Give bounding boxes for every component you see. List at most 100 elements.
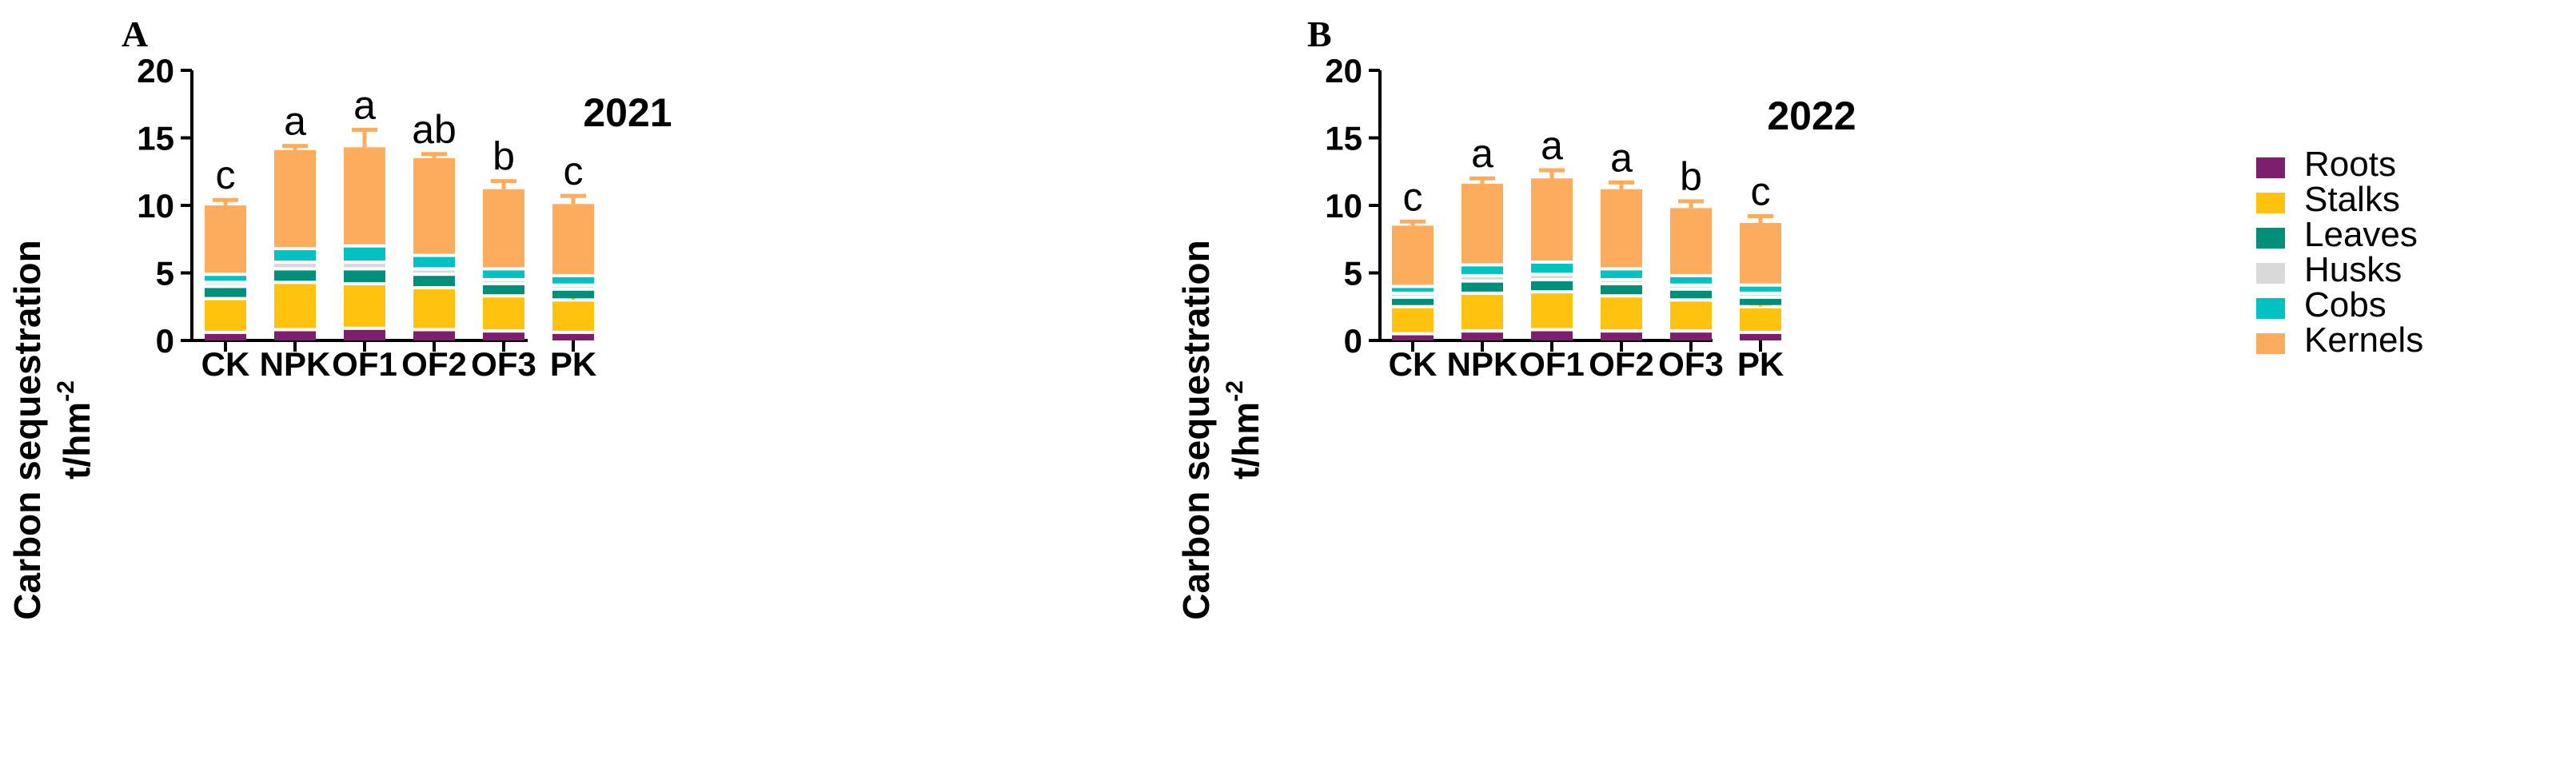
category-label: OF3: [1658, 345, 1724, 383]
bar-segment-husks: [1601, 281, 1642, 283]
legend-label-cobs: Cobs: [2304, 285, 2387, 324]
panel-label-a: A: [122, 14, 148, 54]
bar-segment-husks: [1392, 294, 1434, 296]
bar-segment-cobs: [205, 276, 246, 281]
category-label: PK: [550, 345, 596, 383]
bar-segment-husks: [413, 270, 455, 273]
bar-segment-stalks: [1392, 308, 1434, 332]
bar-segment-leaves: [413, 276, 455, 287]
bar-segment-leaves: [1740, 298, 1781, 305]
bar-segment-kernels: [205, 205, 246, 273]
bar-segment-husks: [483, 281, 524, 283]
bar-segment-roots: [413, 331, 455, 340]
category-label: NPK: [260, 345, 331, 383]
bar-segment-husks: [205, 284, 246, 285]
y-axis-label-b: Carbon sequestration: [1175, 240, 1217, 619]
bar-segment-leaves: [1601, 285, 1642, 295]
bar-segment-roots: [1670, 332, 1712, 340]
bar-segment-roots: [483, 332, 524, 340]
bar-segment-kernels: [413, 157, 455, 254]
bar-segment-husks: [1461, 277, 1503, 280]
category-label: OF2: [1589, 345, 1654, 383]
bar-segment-cobs: [344, 247, 385, 261]
bar-segment-cobs: [1670, 277, 1712, 284]
category-label: CK: [1389, 345, 1438, 383]
bar-segment-kernels: [1601, 189, 1642, 268]
y-tick-label: 15: [137, 120, 174, 157]
bar-segment-cobs: [552, 277, 594, 284]
bar-segment-cobs: [1531, 263, 1573, 273]
bar-segment-husks: [552, 286, 594, 288]
bar-segment-roots: [344, 329, 385, 340]
y-tick-label: 20: [1325, 52, 1362, 90]
bar-segment-roots: [1601, 332, 1642, 340]
panel-label-b: B: [1307, 14, 1332, 54]
bar-segment-cobs: [1392, 288, 1434, 292]
legend-label-stalks: Stalks: [2304, 180, 2400, 219]
category-label: OF3: [471, 345, 536, 383]
y-tick-label: 10: [137, 187, 174, 225]
bar-segment-leaves: [1461, 282, 1503, 292]
bar-segment-kernels: [483, 189, 524, 268]
legend-swatch-kernels: [2256, 333, 2285, 354]
category-label: OF1: [332, 345, 397, 383]
bar-segment-kernels: [1461, 183, 1503, 264]
significance-label: c: [1751, 169, 1771, 214]
bar-segment-roots: [1392, 335, 1434, 340]
bar-segment-cobs: [1601, 270, 1642, 278]
legend-swatch-husks: [2256, 263, 2285, 284]
chart-title-b: 2022: [1767, 94, 1856, 138]
legend-label-husks: Husks: [2304, 250, 2402, 289]
bar-segment-cobs: [483, 270, 524, 278]
legend-swatch-leaves: [2256, 228, 2285, 249]
y-tick-label: 15: [1325, 120, 1362, 157]
bar-segment-roots: [1461, 332, 1503, 340]
significance-label: c: [564, 149, 584, 193]
bar-segment-cobs: [274, 250, 316, 261]
bar-segment-roots: [205, 333, 246, 340]
significance-label: a: [1610, 135, 1633, 180]
chart-title-a: 2021: [583, 90, 672, 135]
bar-segment-cobs: [1740, 286, 1781, 292]
legend-label-roots: Roots: [2304, 145, 2396, 184]
bar-segment-roots: [274, 331, 316, 340]
bar-segment-stalks: [1461, 294, 1503, 330]
bar-segment-stalks: [205, 300, 246, 331]
bar-segment-kernels: [274, 149, 316, 248]
significance-label: b: [492, 134, 515, 179]
bar-segment-kernels: [1670, 208, 1712, 274]
significance-label: a: [1471, 131, 1493, 176]
y-tick-label: 0: [1344, 322, 1362, 360]
significance-label: c: [1403, 174, 1423, 219]
bar-segment-roots: [552, 333, 594, 340]
bar-segment-kernels: [1392, 225, 1434, 285]
bar-segment-roots: [1531, 331, 1573, 340]
y-tick-label: 10: [1325, 187, 1362, 225]
y-axis-unit-text-b: t/hm: [1225, 402, 1266, 480]
bar-segment-stalks: [344, 285, 385, 327]
category-label: OF2: [401, 345, 467, 383]
bar-segment-husks: [1740, 294, 1781, 296]
bar-segment-stalks: [1740, 308, 1781, 331]
bar-segment-cobs: [413, 257, 455, 268]
y-axis-label-a: Carbon sequestration: [6, 240, 48, 619]
bar-segment-leaves: [205, 288, 246, 297]
legend-swatch-cobs: [2256, 298, 2285, 319]
bar-segment-leaves: [344, 270, 385, 283]
bar-segment-leaves: [483, 285, 524, 295]
bar-segment-husks: [1670, 286, 1712, 288]
significance-label: a: [284, 99, 306, 144]
bar-segment-cobs: [1461, 266, 1503, 274]
category-label: OF1: [1519, 345, 1585, 383]
bar-segment-stalks: [552, 301, 594, 331]
significance-label: b: [1680, 154, 1702, 199]
legend-label-leaves: Leaves: [2304, 215, 2418, 254]
category-label: NPK: [1447, 345, 1518, 383]
y-axis-unit-superscript-b: -2: [1222, 380, 1248, 402]
chart-panel-b: B 2022 Carbon sequestration t/hm-2 0 5 10 1…: [1175, 14, 1856, 620]
y-tick-label: 5: [1344, 255, 1362, 292]
bar-segment-kernels: [344, 147, 385, 245]
bar-segment-husks: [274, 263, 316, 268]
category-label: PK: [1737, 345, 1784, 383]
plot-area-b: 0 5 10 15 20 CK c NPK a OF1 a OF2 a OF3 b PK c: [1325, 52, 1784, 383]
